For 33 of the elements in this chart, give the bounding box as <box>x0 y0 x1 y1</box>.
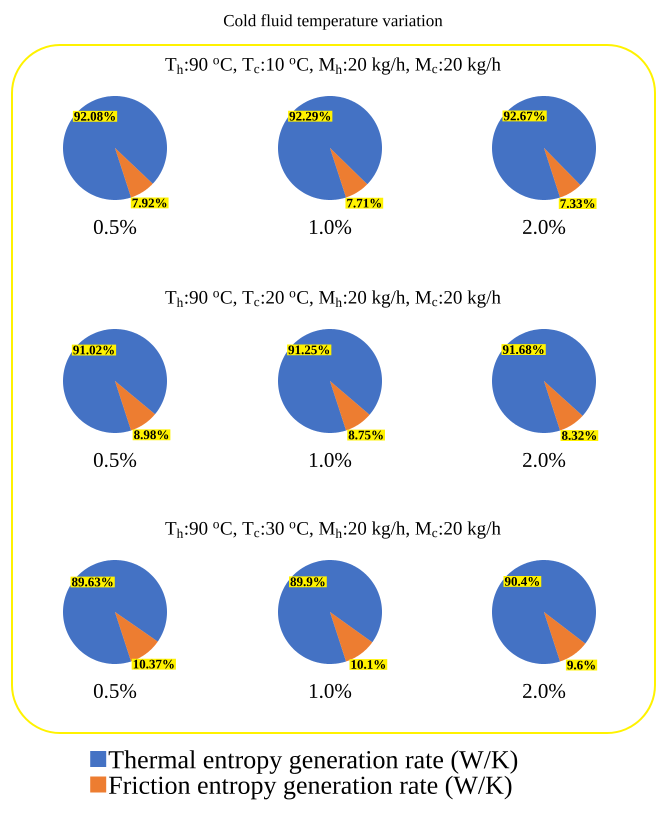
data-label: 90.4% <box>504 577 540 586</box>
text: 1.0% <box>310 684 352 698</box>
data-label: 92.67% <box>504 112 545 120</box>
data-label: 89.9% <box>290 577 325 586</box>
data-label: 92.29% <box>289 112 330 121</box>
text: T$_{h}$:90 $^{o}$C, T$_{c}$:10 $^{o}$C, M$_{h}$:20 kg/h, M$_{c}$:20 kg/h <box>165 57 501 75</box>
data-label: 10.37% <box>134 660 174 669</box>
text: 1.0% <box>310 220 352 234</box>
text: 0.5% <box>94 452 136 468</box>
text: T$_{h}$:90 $^{o}$C, T$_{c}$:20 $^{o}$C, M$_{h}$:20 kg/h, M$_{c}$:20 kg/h <box>165 290 501 308</box>
data-label: 8.98% <box>134 430 168 440</box>
text: 2.0% <box>523 452 566 468</box>
data-label: 7.71% <box>347 198 381 208</box>
text: T$_{h}$:90 $^{o}$C, T$_{c}$:30 $^{o}$C, M$_{h}$:20 kg/h, M$_{c}$:20 kg/h <box>165 521 501 539</box>
data-label: 8.75% <box>348 430 383 440</box>
data-label: 92.08% <box>74 112 115 121</box>
text: 2.0% <box>523 220 566 234</box>
text: 0.5% <box>94 684 136 698</box>
data-label: 89.63% <box>72 578 113 586</box>
legend-label: Thermal entropy generation rate (W/K) <box>108 750 518 774</box>
chart-title: Cold fluid temperature variation <box>224 14 443 30</box>
data-label: 10.1% <box>352 660 386 669</box>
data-label: 91.68% <box>502 345 544 354</box>
data-label: 8.32% <box>562 431 596 440</box>
text: 1.0% <box>310 452 352 468</box>
data-label: 7.92% <box>132 198 166 208</box>
legend-label: Friction entropy generation rate (W/K) <box>108 776 512 800</box>
data-label: 7.33% <box>560 199 594 208</box>
data-label: 91.25% <box>288 345 330 354</box>
data-label: 9.6% <box>567 660 595 670</box>
text: 2.0% <box>523 684 566 698</box>
text: 0.5% <box>94 220 136 234</box>
data-label: 91.02% <box>73 346 114 354</box>
